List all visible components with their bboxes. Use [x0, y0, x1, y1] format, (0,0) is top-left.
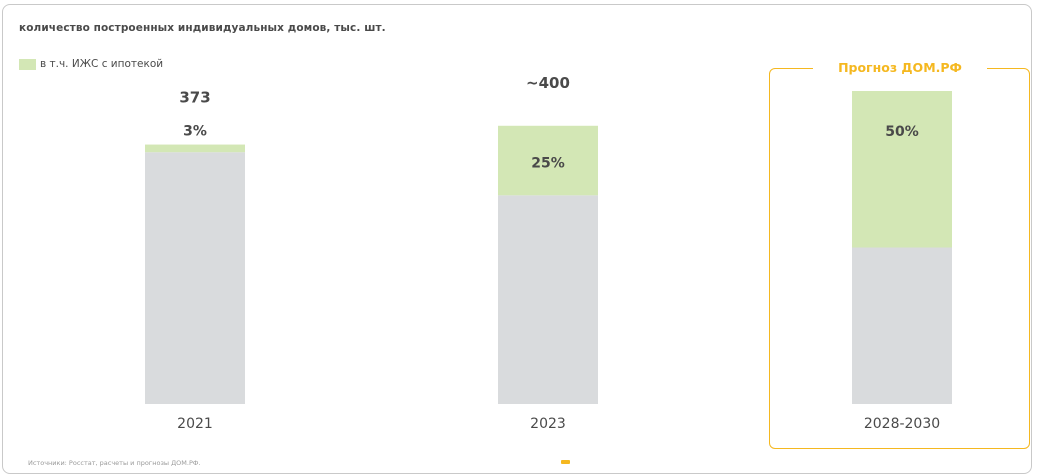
share-label-2: 50%	[885, 124, 919, 140]
footer-marker	[561, 460, 570, 464]
bar-total-1	[498, 195, 598, 404]
bar-mortgage-0	[145, 144, 245, 153]
bar-total-0	[145, 152, 245, 404]
share-label-0: 3%	[183, 124, 207, 140]
category-label-2: 2028-2030	[864, 416, 940, 432]
bar-total-2	[852, 247, 952, 404]
total-label-0: 373	[179, 89, 210, 107]
category-label-0: 2021	[177, 416, 213, 432]
forecast-label: Прогноз ДОМ.РФ	[813, 60, 987, 75]
legend-label-mortgage: в т.ч. ИЖС с ипотекой	[40, 58, 164, 70]
share-label-1: 25%	[531, 156, 565, 172]
source-footnote: Источники: Росстат, расчеты и прогнозы Д…	[28, 459, 201, 467]
legend: в т.ч. ИЖС с ипотекой	[19, 58, 163, 70]
bar-mortgage-2	[852, 91, 952, 248]
chart-title: количество построенных индивидуальных до…	[19, 22, 386, 34]
legend-swatch-mortgage	[19, 58, 36, 70]
bar-mortgage-1	[498, 125, 598, 196]
category-label-1: 2023	[530, 416, 566, 432]
total-label-1: ~400	[526, 74, 570, 92]
